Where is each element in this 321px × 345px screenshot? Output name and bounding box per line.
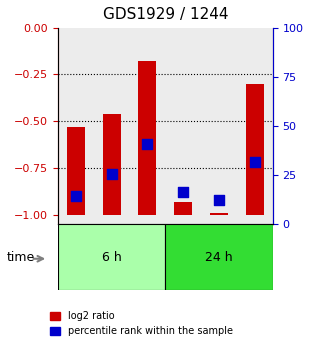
Bar	[246, 84, 264, 215]
Bar	[129, 28, 165, 224]
Legend: log2 ratio, percentile rank within the sample: log2 ratio, percentile rank within the s…	[47, 307, 237, 340]
Bar	[67, 127, 85, 215]
Bar	[201, 28, 237, 224]
Bar	[174, 202, 192, 215]
Bar	[237, 28, 273, 224]
Bar	[138, 61, 156, 215]
Text: 24 h: 24 h	[205, 250, 233, 264]
Point	[252, 160, 257, 165]
Bar	[94, 28, 129, 224]
Point	[109, 171, 114, 176]
Point	[73, 194, 78, 199]
FancyBboxPatch shape	[165, 224, 273, 290]
Bar	[103, 114, 120, 215]
Bar	[58, 28, 94, 224]
Point	[181, 190, 186, 195]
Bar	[165, 28, 201, 224]
Bar	[210, 213, 228, 215]
Text: time: time	[6, 250, 35, 264]
Text: 6 h: 6 h	[102, 250, 121, 264]
FancyBboxPatch shape	[58, 224, 165, 290]
Point	[145, 141, 150, 147]
Title: GDS1929 / 1244: GDS1929 / 1244	[103, 7, 228, 22]
Point	[216, 197, 221, 203]
